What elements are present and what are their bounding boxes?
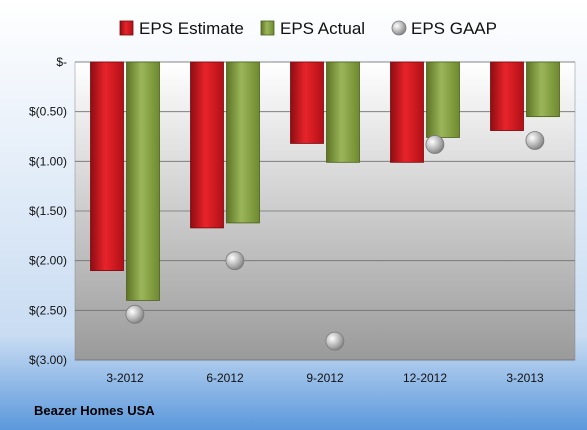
y-tick-label: $- <box>56 55 67 69</box>
gaap-points <box>125 131 545 351</box>
legend-estimate-swatch <box>119 20 134 36</box>
actual-bar <box>226 61 260 224</box>
gaap-point <box>225 251 245 271</box>
y-tick-label: $(3.00) <box>29 353 67 367</box>
legend-gaap-label: EPS GAAP <box>411 19 497 38</box>
footer-label: Beazer Homes USA <box>34 403 155 418</box>
y-tick-label: $(1.00) <box>29 154 67 168</box>
actual-bar <box>426 61 460 138</box>
bars <box>90 61 560 301</box>
legend-gaap-swatch <box>391 20 407 36</box>
y-tick-label: $(2.00) <box>29 254 67 268</box>
legend: EPS Estimate EPS Actual EPS GAAP <box>119 19 497 38</box>
legend-actual-swatch <box>260 20 275 36</box>
estimate-bar <box>490 61 524 131</box>
legend-actual-label: EPS Actual <box>280 19 365 38</box>
y-tick-label: $(1.50) <box>29 204 67 218</box>
y-tick-label: $(2.50) <box>29 303 67 317</box>
x-axis-tick-labels: 3-2012 6-2012 9-2012 12-2012 3-2013 <box>106 371 544 385</box>
estimate-bar <box>290 61 324 144</box>
actual-bar <box>326 61 360 163</box>
x-tick-label: 9-2012 <box>306 371 344 385</box>
x-tick-label: 3-2013 <box>506 371 544 385</box>
gaap-point <box>325 331 345 351</box>
estimate-bar <box>90 61 124 272</box>
x-tick-label: 12-2012 <box>403 371 447 385</box>
gaap-point <box>125 304 145 324</box>
actual-bar <box>126 61 160 301</box>
gaap-point <box>425 135 445 154</box>
y-axis-tick-labels: $- $(0.50) $(1.00) $(1.50) $(2.00) $(2.50) $(3… <box>29 55 67 367</box>
actual-bar <box>526 61 560 118</box>
x-tick-label: 3-2012 <box>106 371 144 385</box>
y-tick-label: $(0.50) <box>29 105 67 119</box>
legend-estimate-label: EPS Estimate <box>139 19 244 38</box>
x-tick-label: 6-2012 <box>206 371 244 385</box>
estimate-bar <box>390 61 424 163</box>
gaap-point <box>525 131 545 150</box>
estimate-bar <box>190 61 224 229</box>
